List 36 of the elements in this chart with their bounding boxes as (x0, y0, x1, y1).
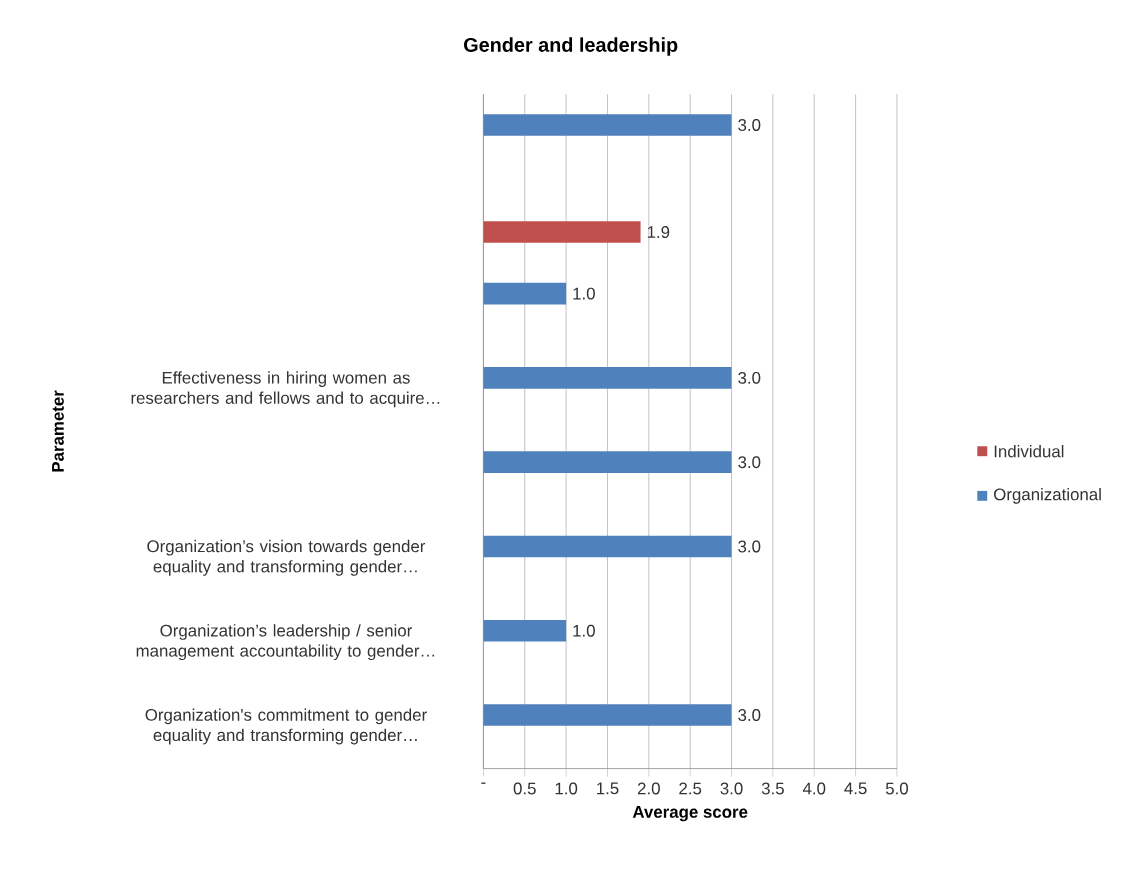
legend-label: Individual (994, 445, 1064, 458)
data-label: 3.0 (738, 709, 761, 722)
bar (483, 535, 732, 558)
y-tick-label: Organization’s leadership / senior management accountability to gender… (136, 624, 435, 661)
bar (483, 704, 732, 727)
x-tick-label: 0.5 (513, 782, 536, 795)
data-label: 1.0 (573, 287, 595, 300)
x-tick-label: 4.5 (844, 782, 867, 795)
x-tick-label: 2.0 (637, 782, 660, 795)
x-tick-label: 4.0 (802, 782, 826, 795)
x-axis-title: Average score (632, 806, 748, 822)
data-label: 1.9 (647, 226, 670, 239)
y-axis-title: Parameter (52, 390, 64, 472)
bar (483, 282, 567, 305)
x-tick-label: 1.0 (555, 782, 578, 795)
bar (483, 620, 567, 642)
data-label: 3.0 (738, 456, 761, 469)
data-label: 3.0 (738, 119, 761, 132)
x-tick-label: 1.5 (597, 782, 619, 795)
y-tick-label: Organization's commitment to gender equality and transforming gender… (145, 708, 427, 745)
chart-title: Gender and leadership (464, 37, 678, 56)
x-tick-label: 2.5 (679, 782, 702, 795)
legend-label: Organizational (994, 488, 1101, 504)
x-tick-label: - (481, 782, 486, 784)
x-tick-label: 3.0 (720, 782, 743, 795)
data-label: 3.0 (738, 540, 761, 553)
x-tick-label: 5.0 (885, 782, 909, 795)
y-tick-label: Effectiveness in hiring women as researchers and fellows and to acquire… (131, 371, 440, 408)
bar (483, 221, 641, 244)
x-tick-label: 3.5 (761, 782, 784, 795)
y-tick-label: Organization’s vision towards gender equality and transforming gender… (147, 540, 426, 576)
bar (483, 367, 732, 389)
data-label: 1.0 (573, 624, 595, 637)
data-label: 3.0 (738, 372, 761, 384)
bar (483, 114, 732, 136)
bar (483, 451, 732, 474)
